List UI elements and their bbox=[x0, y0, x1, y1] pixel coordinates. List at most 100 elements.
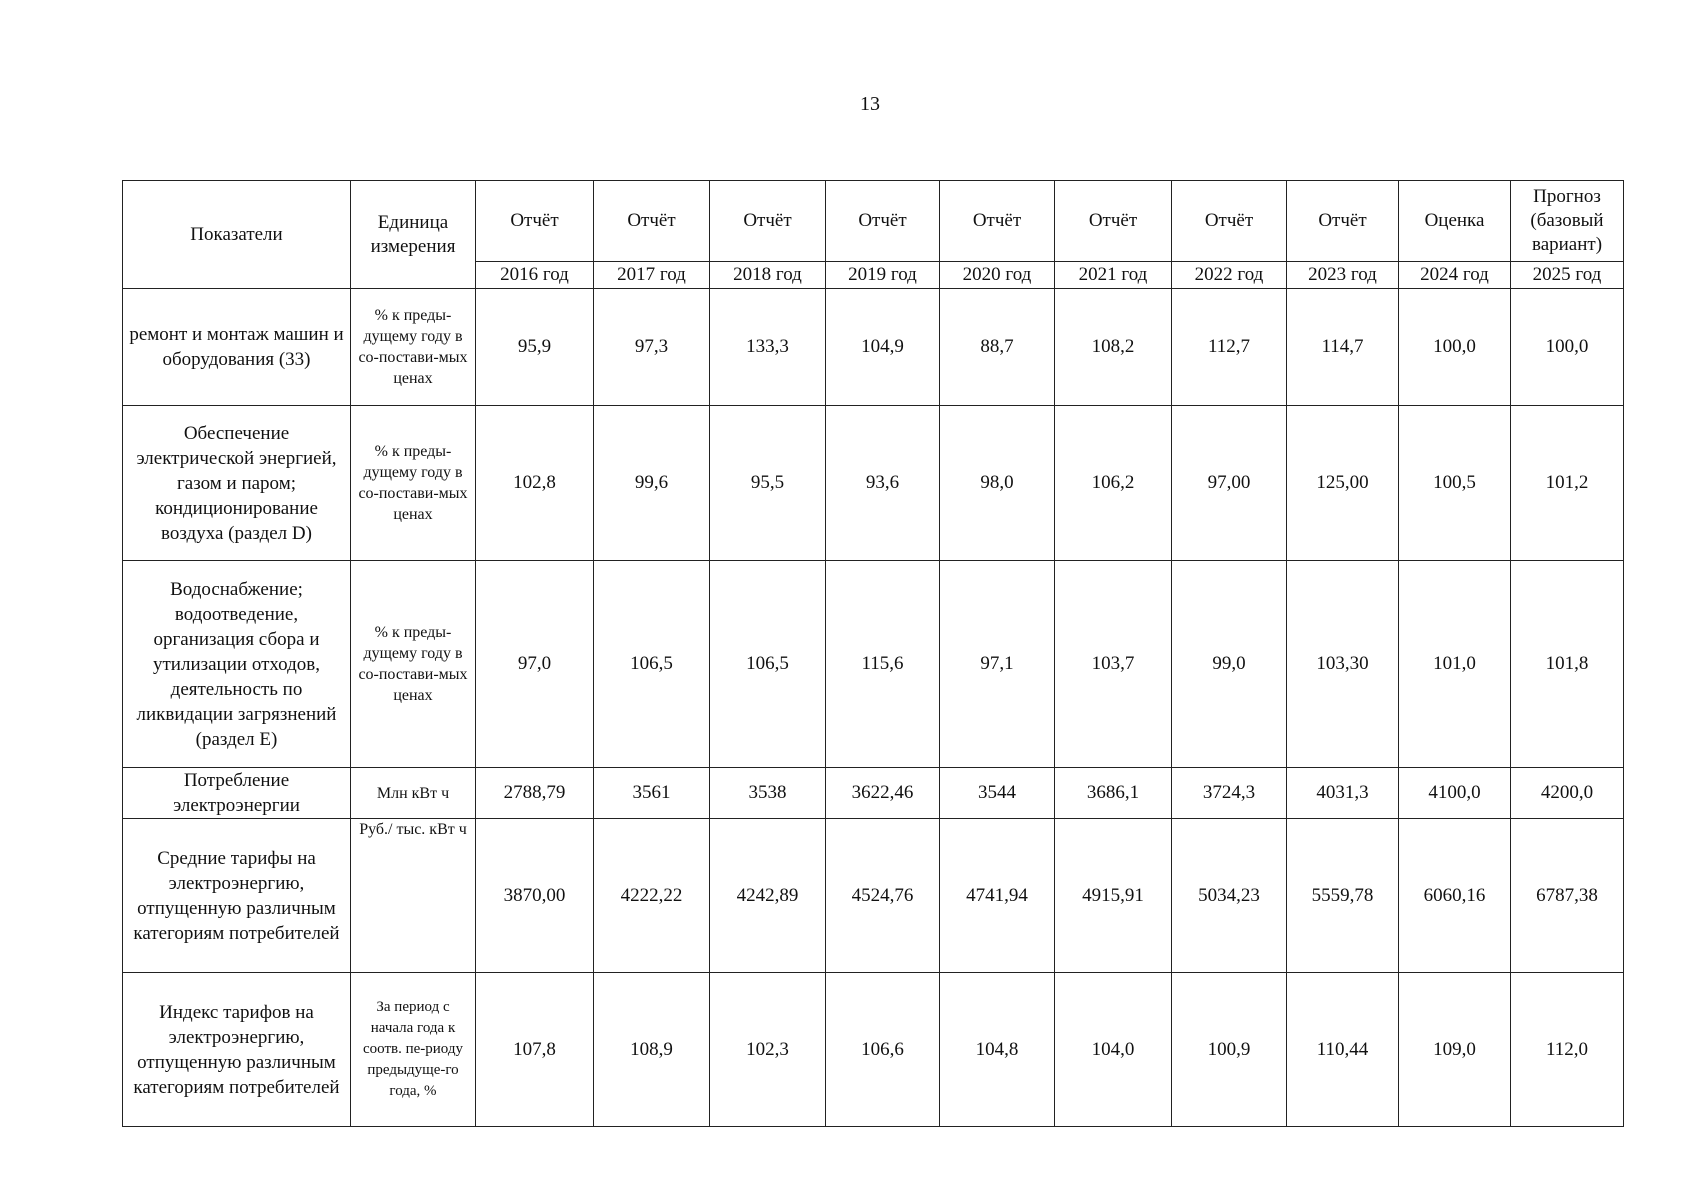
row-value: 108,2 bbox=[1054, 288, 1172, 406]
header-indicator: Показатели bbox=[122, 180, 351, 289]
header-column-type: Отчёт bbox=[709, 180, 826, 262]
row-value: 3686,1 bbox=[1054, 767, 1172, 819]
row-value: 100,0 bbox=[1398, 288, 1511, 406]
row-value: 95,9 bbox=[475, 288, 594, 406]
table-row: Средние тарифы на электроэнергию, отпуще… bbox=[122, 818, 1624, 973]
table-row: Обеспечение электрической энергией, газо… bbox=[122, 405, 1624, 561]
row-value: 104,8 bbox=[939, 972, 1055, 1127]
row-value: 6060,16 bbox=[1398, 818, 1511, 973]
header-column-year: 2016 год bbox=[475, 261, 594, 289]
row-value: 88,7 bbox=[939, 288, 1055, 406]
row-value: 115,6 bbox=[825, 560, 940, 768]
header-column-year: 2023 год bbox=[1286, 261, 1399, 289]
row-value: 100,5 bbox=[1398, 405, 1511, 561]
table-row: Индекс тарифов на электроэнергию, отпуще… bbox=[122, 972, 1624, 1127]
row-value: 3724,3 bbox=[1171, 767, 1287, 819]
row-value: 4242,89 bbox=[709, 818, 826, 973]
header-unit: Единица измерения bbox=[350, 180, 476, 289]
header-column-year: 2021 год bbox=[1054, 261, 1172, 289]
row-unit: Руб./ тыс. кВт ч bbox=[350, 818, 476, 973]
row-value: 101,2 bbox=[1510, 405, 1624, 561]
header-column-type: Отчёт bbox=[825, 180, 940, 262]
header-column-type: Отчёт bbox=[939, 180, 1055, 262]
row-value: 98,0 bbox=[939, 405, 1055, 561]
row-value: 106,2 bbox=[1054, 405, 1172, 561]
header-column-type: Отчёт bbox=[1171, 180, 1287, 262]
row-value: 109,0 bbox=[1398, 972, 1511, 1127]
header-column-type: Оценка bbox=[1398, 180, 1511, 262]
row-value: 5559,78 bbox=[1286, 818, 1399, 973]
row-value: 95,5 bbox=[709, 405, 826, 561]
row-value: 112,7 bbox=[1171, 288, 1287, 406]
row-value: 2788,79 bbox=[475, 767, 594, 819]
row-value: 110,44 bbox=[1286, 972, 1399, 1127]
row-value: 3870,00 bbox=[475, 818, 594, 973]
row-unit: % к преды-дущему году в со-постави-мых ц… bbox=[350, 560, 476, 768]
row-value: 107,8 bbox=[475, 972, 594, 1127]
table-row: Водоснабжение; водоотведение, организаци… bbox=[122, 560, 1624, 768]
row-indicator: ремонт и монтаж машин и оборудования (33… bbox=[122, 288, 351, 406]
row-indicator: Потребление электроэнергии bbox=[122, 767, 351, 819]
row-unit: За период с начала года к соотв. пе-риод… bbox=[350, 972, 476, 1127]
row-value: 4222,22 bbox=[593, 818, 710, 973]
row-value: 3622,46 bbox=[825, 767, 940, 819]
row-indicator: Обеспечение электрической энергией, газо… bbox=[122, 405, 351, 561]
header-column-type: Отчёт bbox=[1286, 180, 1399, 262]
row-value: 97,3 bbox=[593, 288, 710, 406]
row-value: 108,9 bbox=[593, 972, 710, 1127]
row-value: 4100,0 bbox=[1398, 767, 1511, 819]
row-value: 93,6 bbox=[825, 405, 940, 561]
table-row: ремонт и монтаж машин и оборудования (33… bbox=[122, 288, 1624, 406]
row-indicator: Водоснабжение; водоотведение, организаци… bbox=[122, 560, 351, 768]
header-column-year: 2018 год bbox=[709, 261, 826, 289]
header-column-year: 2020 год bbox=[939, 261, 1055, 289]
header-column-year: 2024 год bbox=[1398, 261, 1511, 289]
row-value: 104,9 bbox=[825, 288, 940, 406]
header-column-year: 2022 год bbox=[1171, 261, 1287, 289]
row-value: 101,0 bbox=[1398, 560, 1511, 768]
page-number: 13 bbox=[860, 93, 880, 115]
header-column-year: 2017 год bbox=[593, 261, 710, 289]
row-value: 102,3 bbox=[709, 972, 826, 1127]
row-value: 112,0 bbox=[1510, 972, 1624, 1127]
row-value: 114,7 bbox=[1286, 288, 1399, 406]
row-value: 99,0 bbox=[1171, 560, 1287, 768]
row-value: 103,7 bbox=[1054, 560, 1172, 768]
row-value: 4200,0 bbox=[1510, 767, 1624, 819]
row-unit: Млн кВт ч bbox=[350, 767, 476, 819]
row-value: 106,5 bbox=[709, 560, 826, 768]
header-column-type: Прогноз (базовый вариант) bbox=[1510, 180, 1624, 262]
row-value: 99,6 bbox=[593, 405, 710, 561]
table-row: Потребление электроэнергии Млн кВт ч 2788,… bbox=[122, 767, 1624, 819]
row-indicator: Индекс тарифов на электроэнергию, отпуще… bbox=[122, 972, 351, 1127]
row-value: 3538 bbox=[709, 767, 826, 819]
header-column-type: Отчёт bbox=[1054, 180, 1172, 262]
header-column-year: 2019 год bbox=[825, 261, 940, 289]
header-column-type: Отчёт bbox=[593, 180, 710, 262]
row-value: 97,1 bbox=[939, 560, 1055, 768]
row-unit: % к преды-дущему году в со-постави-мых ц… bbox=[350, 288, 476, 406]
row-value: 4524,76 bbox=[825, 818, 940, 973]
row-value: 3544 bbox=[939, 767, 1055, 819]
row-indicator: Средние тарифы на электроэнергию, отпуще… bbox=[122, 818, 351, 973]
row-value: 6787,38 bbox=[1510, 818, 1624, 973]
row-value: 133,3 bbox=[709, 288, 826, 406]
row-value: 106,5 bbox=[593, 560, 710, 768]
row-unit: % к преды-дущему году в со-постави-мых ц… bbox=[350, 405, 476, 561]
row-value: 104,0 bbox=[1054, 972, 1172, 1127]
header-column-year: 2025 год bbox=[1510, 261, 1624, 289]
row-value: 97,0 bbox=[475, 560, 594, 768]
row-value: 4741,94 bbox=[939, 818, 1055, 973]
row-value: 100,9 bbox=[1171, 972, 1287, 1127]
row-value: 106,6 bbox=[825, 972, 940, 1127]
row-value: 102,8 bbox=[475, 405, 594, 561]
row-value: 100,0 bbox=[1510, 288, 1624, 406]
indicators-table: Показатели Единица измерения Отчёт Отчёт О… bbox=[122, 180, 1624, 1127]
row-value: 125,00 bbox=[1286, 405, 1399, 561]
row-value: 5034,23 bbox=[1171, 818, 1287, 973]
row-value: 103,30 bbox=[1286, 560, 1399, 768]
row-value: 3561 bbox=[593, 767, 710, 819]
row-value: 101,8 bbox=[1510, 560, 1624, 768]
row-value: 97,00 bbox=[1171, 405, 1287, 561]
row-value: 4915,91 bbox=[1054, 818, 1172, 973]
